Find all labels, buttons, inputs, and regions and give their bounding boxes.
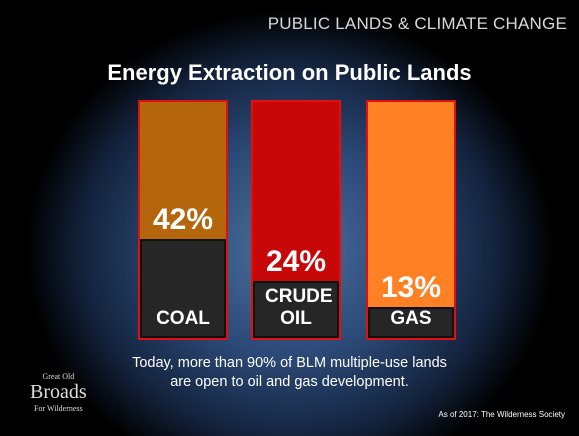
- bar-frame: COAL 42%: [138, 100, 228, 340]
- annotation: Today, more than 90% of BLM multiple-use…: [0, 354, 579, 392]
- value-label: 13%: [380, 271, 442, 305]
- category-label: GAS: [390, 308, 432, 329]
- bar: COAL: [140, 238, 226, 338]
- value-label: 42%: [152, 202, 214, 236]
- bar: CRUDE OIL: [253, 281, 339, 338]
- category-label: CRUDE OIL: [265, 286, 333, 329]
- logo: Great Old Broads For Wilderness: [30, 372, 87, 413]
- annotation-text: Today, more than 90% of BLM multiple-use…: [132, 355, 447, 390]
- value-label: 24%: [265, 245, 327, 279]
- bar-frame: GAS 13%: [366, 100, 456, 340]
- bar-frame: CRUDE OIL 24%: [251, 100, 341, 340]
- logo-text: Great Old: [42, 372, 75, 381]
- logo-text: Broads: [30, 381, 87, 403]
- category-label: COAL: [156, 308, 210, 329]
- source: As of 2017: The Wilderness Society: [438, 410, 565, 419]
- chart-title: Energy Extraction on Public Lands: [107, 60, 472, 85]
- header: PUBLIC LANDS & CLIMATE CHANGE: [267, 14, 567, 33]
- bar: GAS: [368, 307, 454, 338]
- logo-text: For Wilderness: [34, 404, 83, 413]
